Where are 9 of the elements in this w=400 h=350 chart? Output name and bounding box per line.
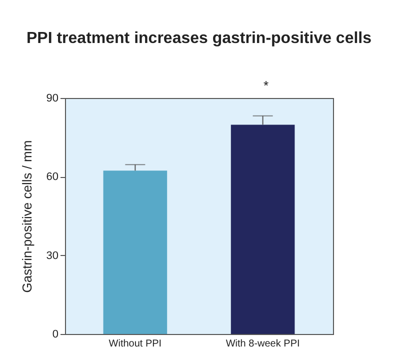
chart-title: PPI treatment increases gastrin-positive cells — [26, 30, 372, 47]
x-tick-label: Without PPI — [108, 338, 162, 350]
y-tick-label: 90 — [46, 92, 58, 104]
y-tick-label: 60 — [46, 171, 58, 184]
x-tick-label: With 8-week PPI — [226, 338, 300, 350]
y-tick-label: 30 — [46, 250, 58, 262]
y-axis-title: Gastrin-positive cells / mm — [19, 140, 34, 293]
y-tick-label: 0 — [52, 328, 58, 340]
text: * — [263, 78, 269, 93]
